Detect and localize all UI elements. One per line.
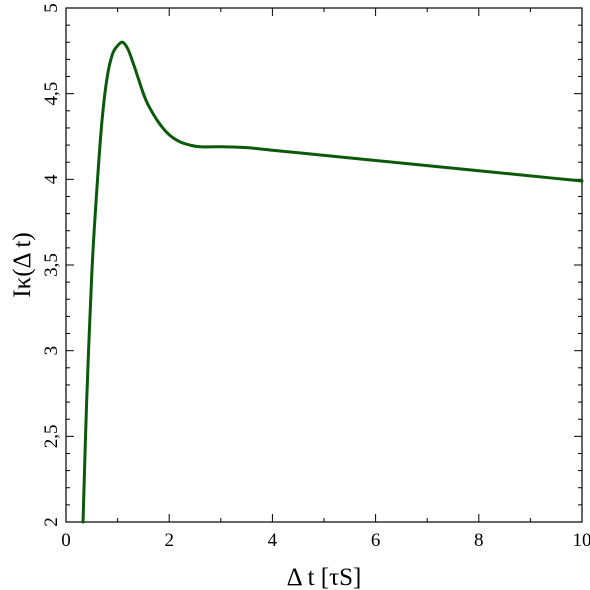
x-tick-marks [65,8,583,522]
x-tick-label: 2 [164,530,174,551]
y-tick-label: 2 [41,517,62,527]
x-tick-label: 8 [474,530,484,551]
y-tick-labels: 2 2,5 3 3,5 4 4,5 5 [41,3,62,527]
x-axis-title: Δ t [τS] [287,564,362,590]
series-line [81,40,584,524]
y-tick-marks [66,7,582,523]
x-tick-labels: 0 2 4 6 8 10 [61,530,590,551]
y-tick-label: 5 [41,3,62,13]
y-tick-label: 3,5 [41,253,62,277]
x-tick-label: 10 [573,530,590,551]
plot-frame [65,7,583,523]
y-tick-label: 3 [41,346,62,356]
x-tick-label: 0 [61,530,71,551]
y-axis-title: Iκ(Δ t) [9,232,36,297]
y-tick-label: 4 [41,174,62,184]
x-tick-label: 4 [268,530,278,551]
x-tick-label: 6 [371,530,381,551]
y-tick-label: 2,5 [41,424,62,448]
y-tick-label: 4,5 [41,82,62,106]
